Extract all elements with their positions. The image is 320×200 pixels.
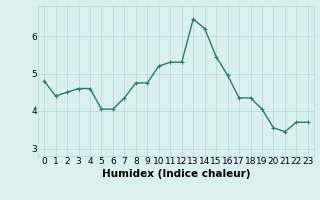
X-axis label: Humidex (Indice chaleur): Humidex (Indice chaleur) (102, 169, 250, 179)
